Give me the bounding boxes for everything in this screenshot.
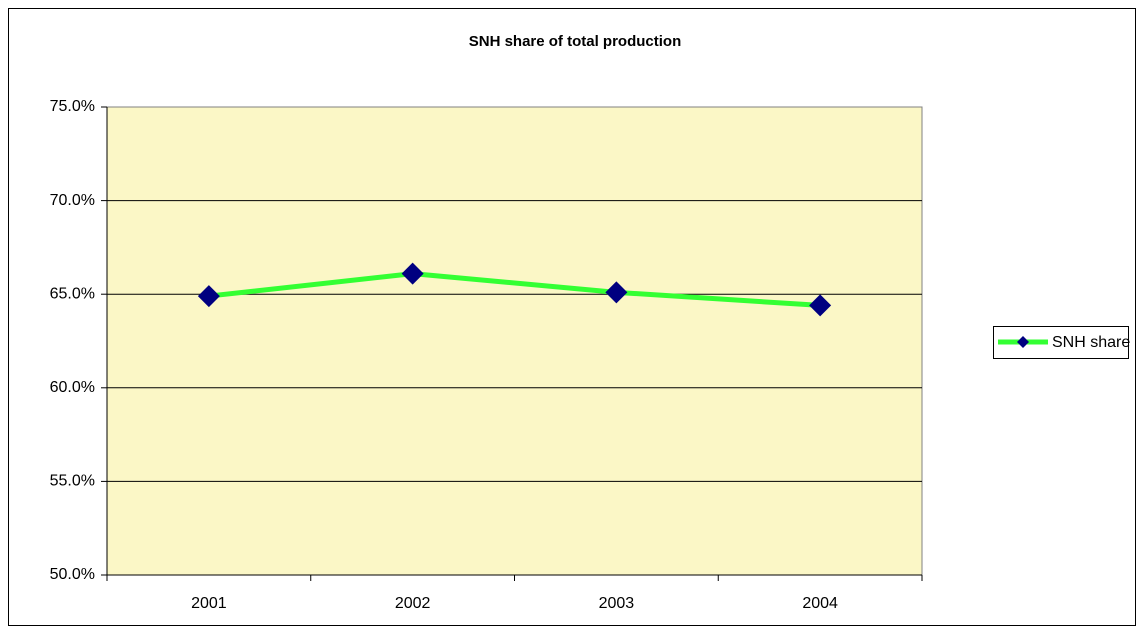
legend-label: SNH share (1052, 334, 1130, 351)
x-tick-label: 2004 (802, 595, 838, 612)
x-tick-label: 2003 (599, 595, 635, 612)
y-tick-label: 55.0% (50, 473, 95, 490)
chart-title: SNH share of total production (469, 33, 682, 50)
marker (197, 285, 220, 308)
series-line (208, 271, 821, 308)
marker (605, 281, 628, 304)
y-tick-label: 75.0% (50, 98, 95, 115)
y-tick-label: 60.0% (50, 379, 95, 396)
x-tick-label: 2001 (191, 595, 227, 612)
y-tick-label: 65.0% (50, 285, 95, 302)
legend-marker (1017, 336, 1029, 348)
marker (809, 294, 832, 317)
plot-area (106, 106, 923, 576)
y-tick-label: 70.0% (50, 192, 95, 209)
x-tick-label: 2002 (395, 595, 431, 612)
marker (401, 262, 424, 285)
y-tick-label: 50.0% (50, 566, 95, 583)
